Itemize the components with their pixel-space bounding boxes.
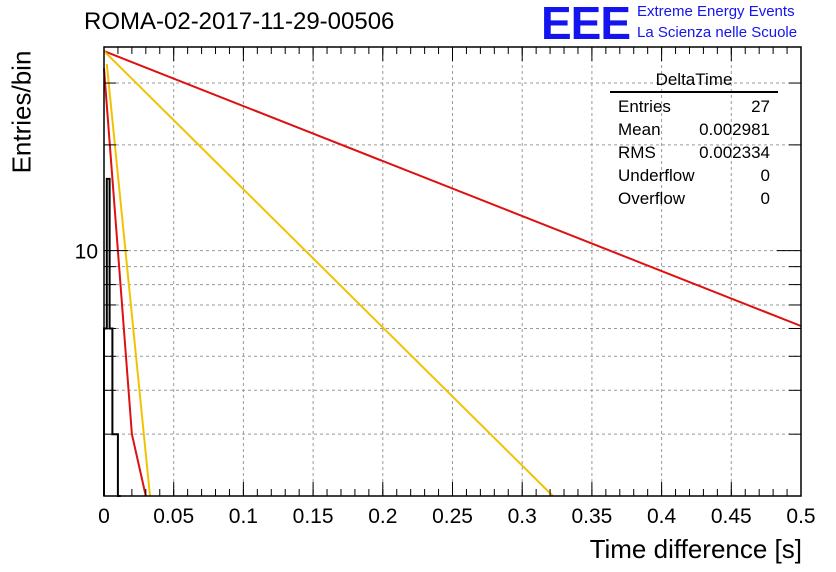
histogram-group (103, 177, 121, 497)
series-line-1 (103, 50, 554, 497)
series-line-3 (105, 63, 151, 497)
stats-label: Entries (618, 97, 671, 116)
series-group (103, 50, 802, 497)
series-line-0 (103, 50, 802, 327)
x-tick-label: 0.4 (647, 505, 677, 528)
eee-logo: EEE (541, 0, 631, 49)
stats-value: 0 (760, 189, 770, 208)
axis-ticks: 0 0.05 0.1 0.15 0.2 0.25 0.3 0.35 0.4 0.45 0.5 10 (75, 47, 816, 528)
stats-label: RMS (618, 143, 656, 162)
stats-row-mean: Mean 0.002981 (610, 119, 778, 142)
stats-value: 0.002334 (699, 143, 770, 162)
stats-value: 0.002981 (699, 120, 770, 139)
y-tick-label: 10 (75, 241, 98, 264)
histogram-outline (103, 177, 121, 497)
x-tick-label: 0.45 (711, 505, 752, 528)
y-axis-label: Entries/bin (6, 50, 37, 174)
stats-value: 27 (751, 97, 770, 116)
x-tick-label: 0.3 (508, 505, 537, 528)
stats-row-entries: Entries 27 (610, 96, 778, 119)
x-tick-label: 0.35 (571, 505, 612, 528)
x-tick-label: 0 (98, 505, 110, 528)
chart-title: ROMA-02-2017-11-29-00506 (84, 8, 395, 35)
x-tick-label: 0.1 (229, 505, 258, 528)
stats-label: Mean (618, 120, 661, 139)
stats-row-rms: RMS 0.002334 (610, 142, 778, 165)
series-line-2 (103, 68, 147, 497)
stats-box: DeltaTime Entries 27 Mean 0.002981 RMS 0… (610, 70, 778, 211)
logo-line-1: Extreme Energy Events (637, 3, 795, 20)
stats-row-underflow: Underflow 0 (610, 165, 778, 188)
stats-label: Underflow (618, 166, 695, 185)
x-tick-label: 0.5 (786, 505, 815, 528)
stats-title: DeltaTime (610, 70, 778, 93)
x-tick-label: 0.2 (368, 505, 397, 528)
x-axis-label: Time difference [s] (589, 534, 802, 564)
stats-row-overflow: Overflow 0 (610, 188, 778, 211)
plot-frame (103, 46, 802, 497)
stats-label: Overflow (618, 189, 686, 208)
x-tick-label: 0.05 (153, 505, 194, 528)
x-tick-label: 0.25 (432, 505, 473, 528)
stats-value: 0 (760, 166, 770, 185)
grid-lines (104, 47, 801, 496)
x-tick-label: 0.15 (293, 505, 334, 528)
logo-line-2: La Scienza nelle Scuole (637, 24, 798, 41)
